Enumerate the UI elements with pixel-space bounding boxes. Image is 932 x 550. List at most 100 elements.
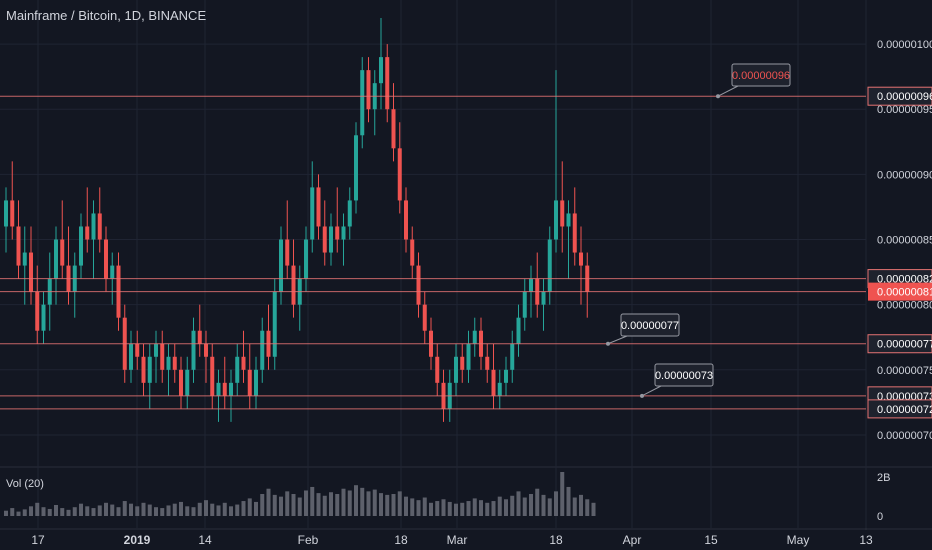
time-tick-label: 15 — [704, 533, 718, 547]
volume-bar — [366, 491, 371, 516]
candle-body — [491, 369, 496, 396]
candle-body — [185, 369, 190, 396]
candle-body — [460, 356, 465, 370]
candle-body — [354, 135, 358, 201]
candle-body — [466, 343, 471, 370]
volume-label: Vol (20) — [6, 478, 44, 490]
candle-body — [191, 330, 196, 370]
level-price-tag-label: 0.00000072 — [877, 404, 932, 416]
price-tick-label: 0.00000070 — [877, 430, 932, 442]
candle-body — [260, 330, 265, 370]
candle-body — [129, 343, 133, 370]
volume-bar — [397, 491, 402, 516]
price-callouts[interactable]: 0.00000096 0.00000077 0.00000073 — [606, 63, 791, 398]
volume-bar — [429, 502, 433, 516]
volume-bar — [316, 493, 321, 516]
candle-body — [416, 265, 421, 305]
volume-bar — [272, 494, 277, 516]
candle-body — [572, 213, 577, 253]
candle-body — [29, 252, 33, 292]
candle-body — [229, 382, 233, 396]
time-tick-label: 14 — [198, 533, 212, 547]
candle-body — [422, 304, 427, 331]
candle-body — [522, 291, 527, 318]
volume-bar — [216, 505, 221, 516]
volume-bar — [547, 498, 552, 516]
candle-body — [404, 200, 408, 240]
candle-body — [310, 187, 315, 240]
candle-body — [41, 304, 46, 331]
volume-bar — [104, 502, 108, 516]
candle-body — [554, 200, 558, 240]
volume-bar — [22, 509, 27, 516]
candle-body — [435, 356, 440, 383]
candle-body — [247, 369, 252, 396]
callout-anchor-dot — [606, 341, 610, 346]
candle-body — [360, 70, 365, 136]
level-price-tag — [867, 334, 932, 354]
volume-bar — [335, 494, 340, 516]
volume-axis-label: 2B — [877, 472, 890, 484]
volume-bar — [110, 504, 115, 516]
volume-bar — [466, 501, 471, 516]
volume-bar — [372, 489, 377, 516]
candle-body — [391, 109, 396, 149]
candles — [4, 18, 590, 422]
volume-bar — [422, 497, 427, 516]
candle-body — [54, 239, 58, 279]
candle-body — [285, 239, 290, 266]
volume-bar — [560, 472, 565, 516]
volume-bar — [497, 496, 502, 516]
callout-label: 0.00000073 — [655, 370, 713, 382]
volume-bar — [472, 498, 477, 516]
candle-body — [160, 343, 165, 370]
candle-body — [510, 343, 515, 370]
callout-box — [731, 63, 791, 87]
volume-bar — [160, 508, 165, 516]
candle-body — [135, 343, 140, 357]
candle-body — [497, 382, 502, 396]
volume-bar — [147, 504, 152, 516]
candle-body — [179, 369, 183, 396]
callout-anchor-dot — [640, 393, 644, 398]
volume-bar — [247, 498, 252, 516]
volume-bar — [347, 490, 352, 516]
callout-box — [620, 313, 680, 337]
candle-body — [235, 356, 240, 383]
time-tick-label: 2019 — [124, 533, 151, 547]
volume-bar — [10, 508, 15, 516]
volume-bar — [60, 508, 65, 516]
level-price-tag — [867, 399, 932, 419]
volume-bar — [572, 497, 577, 516]
volume-bar — [522, 497, 527, 516]
callout-pointer — [607, 335, 628, 345]
level-price-tag-label: 0.00000081 — [877, 287, 932, 299]
volume-bar — [585, 499, 590, 516]
candle-body — [316, 187, 321, 227]
candle-body — [541, 291, 546, 305]
candle-body — [410, 239, 415, 266]
time-axis[interactable]: 17 2019 14 Feb 18 Mar 18 Apr 15 May 13 — [31, 533, 873, 547]
volume-bar — [116, 507, 121, 516]
candle-body — [216, 382, 221, 396]
price-tick-label: 0.00000075 — [877, 365, 932, 377]
candle-body — [504, 369, 508, 383]
candle-body — [347, 200, 352, 227]
candle-body — [197, 330, 202, 344]
volume-bar — [72, 507, 77, 516]
volume-bar — [541, 494, 546, 516]
time-tick-label: 18 — [394, 533, 408, 547]
volume-bar — [341, 488, 346, 516]
volume-bar — [566, 486, 571, 516]
candle-body — [60, 239, 65, 266]
price-axis[interactable]: 0.00000100 0.00000095 0.00000090 0.00000085… — [877, 39, 932, 523]
volume-bar — [479, 500, 483, 516]
candle-body — [335, 226, 340, 240]
candle-body — [304, 239, 308, 279]
volume-bars — [4, 472, 596, 516]
volume-bar — [416, 500, 421, 516]
volume-bar — [266, 488, 271, 516]
price-tick-label: 0.00000100 — [877, 39, 932, 51]
